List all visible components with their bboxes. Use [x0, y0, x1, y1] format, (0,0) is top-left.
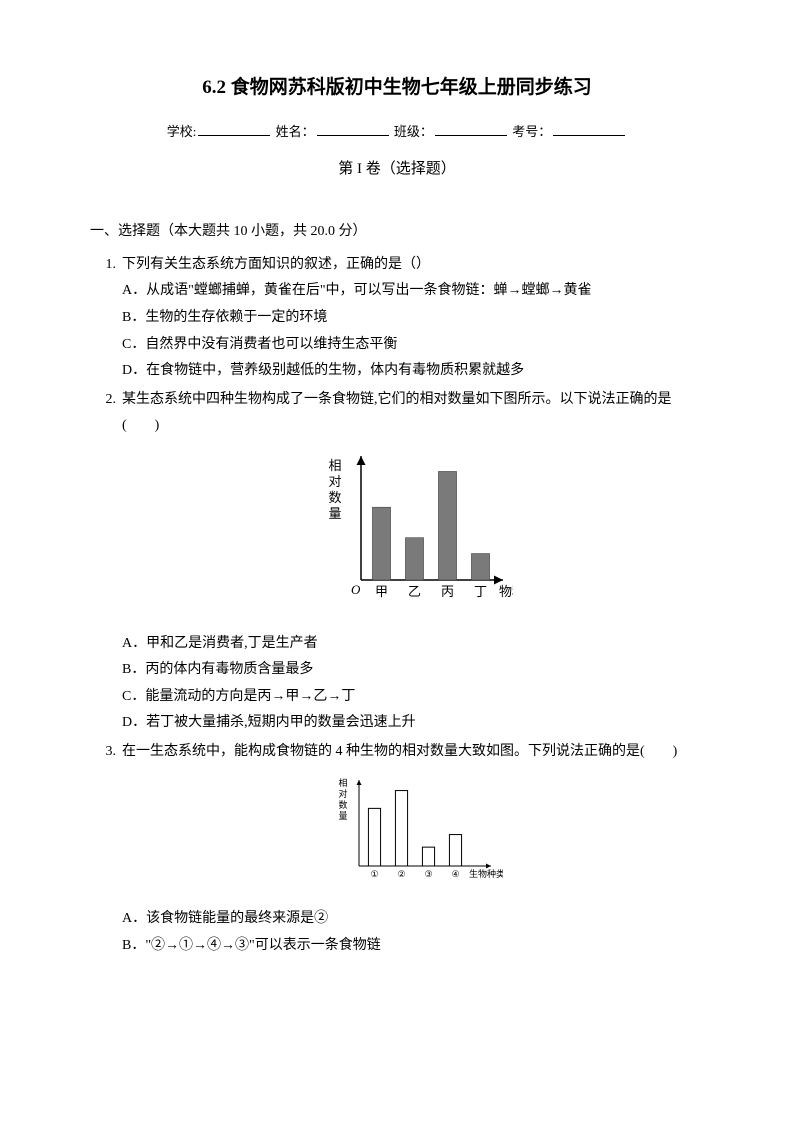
- page-title: 6.2 食物网苏科版初中生物七年级上册同步练习: [90, 70, 704, 106]
- name-label: 姓名：: [276, 124, 315, 139]
- question-3: 3. 在一生态系统中，能构成食物链的 4 种生物的相对数量大致如图。下列说法正确…: [90, 739, 704, 959]
- question-2: 2. 某生态系统中四种生物构成了一条食物链,它们的相对数量如下图所示。以下说法正…: [90, 387, 704, 737]
- info-line: 学校: 姓名： 班级： 考号：: [90, 120, 704, 145]
- q3-option-a: A．该食物链能量的最终来源是②: [122, 906, 704, 933]
- svg-text:数: 数: [338, 799, 347, 810]
- q1-option-d: D．在食物链中，营养级别越低的生物，体内有毒物质积累就越多: [122, 358, 704, 385]
- q3-option-b: B．"②→①→④→③"可以表示一条食物链: [122, 933, 704, 960]
- q3-stem: 在一生态系统中，能构成食物链的 4 种生物的相对数量大致如图。下列说法正确的是(…: [122, 739, 704, 766]
- q1-stem: 下列有关生态系统方面知识的叙述，正确的是（）: [122, 252, 704, 279]
- svg-text:对: 对: [338, 788, 347, 799]
- svg-text:对: 对: [328, 474, 341, 489]
- svg-text:物种: 物种: [499, 584, 513, 599]
- class-blank: [435, 121, 507, 136]
- svg-text:相: 相: [338, 777, 347, 788]
- svg-text:生物种类: 生物种类: [469, 868, 503, 879]
- q2-option-d: D．若丁被大量捕杀,短期内甲的数量会迅速上升: [122, 710, 704, 737]
- exam-label: 考号：: [512, 124, 551, 139]
- svg-text:丁: 丁: [474, 584, 487, 599]
- svg-text:丙: 丙: [441, 584, 454, 599]
- q2-option-a: A．甲和乙是消费者,丁是生产者: [122, 631, 704, 658]
- school-label: 学校:: [167, 124, 197, 139]
- q2-stem: 某生态系统中四种生物构成了一条食物链,它们的相对数量如下图所示。以下说法正确的是…: [122, 387, 704, 440]
- class-label: 班级：: [394, 124, 433, 139]
- svg-text:④: ④: [451, 869, 459, 879]
- svg-text:量: 量: [328, 506, 341, 521]
- svg-text:③: ③: [424, 869, 432, 879]
- section-header: 一、选择题（本大题共 10 小题，共 20.0 分）: [90, 219, 704, 246]
- svg-text:相: 相: [328, 458, 341, 473]
- svg-text:O: O: [351, 582, 361, 597]
- svg-text:甲: 甲: [375, 584, 388, 599]
- q2-option-c: C．能量流动的方向是丙→甲→乙→丁: [122, 684, 704, 711]
- school-blank: [198, 121, 270, 136]
- exam-blank: [553, 121, 625, 136]
- subtitle: 第 I 卷（选择题）: [90, 155, 704, 184]
- svg-text:②: ②: [397, 869, 405, 879]
- svg-text:①: ①: [370, 869, 378, 879]
- q1-option-b: B．生物的生存依赖于一定的环境: [122, 305, 704, 332]
- svg-text:量: 量: [338, 811, 347, 821]
- q2-option-b: B．丙的体内有毒物质含量最多: [122, 657, 704, 684]
- question-1: 1. 下列有关生态系统方面知识的叙述，正确的是（） A．从成语"螳螂捕蝉，黄雀在…: [90, 252, 704, 385]
- svg-text:乙: 乙: [408, 584, 421, 599]
- q1-option-c: C．自然界中没有消费者也可以维持生态平衡: [122, 332, 704, 359]
- q2-num: 2.: [90, 387, 122, 737]
- svg-text:数: 数: [328, 490, 341, 505]
- name-blank: [317, 121, 389, 136]
- q3-chart: 相对数量 ① ② ③ ④ 生物种类: [122, 774, 704, 895]
- q2-chart: 相对数量 O甲 乙 丙 丁物种: [122, 448, 704, 619]
- q3-num: 3.: [90, 739, 122, 959]
- q1-num: 1.: [90, 252, 122, 385]
- q1-option-a: A．从成语"螳螂捕蝉，黄雀在后"中，可以写出一条食物链：蝉→螳螂→黄雀: [122, 278, 704, 305]
